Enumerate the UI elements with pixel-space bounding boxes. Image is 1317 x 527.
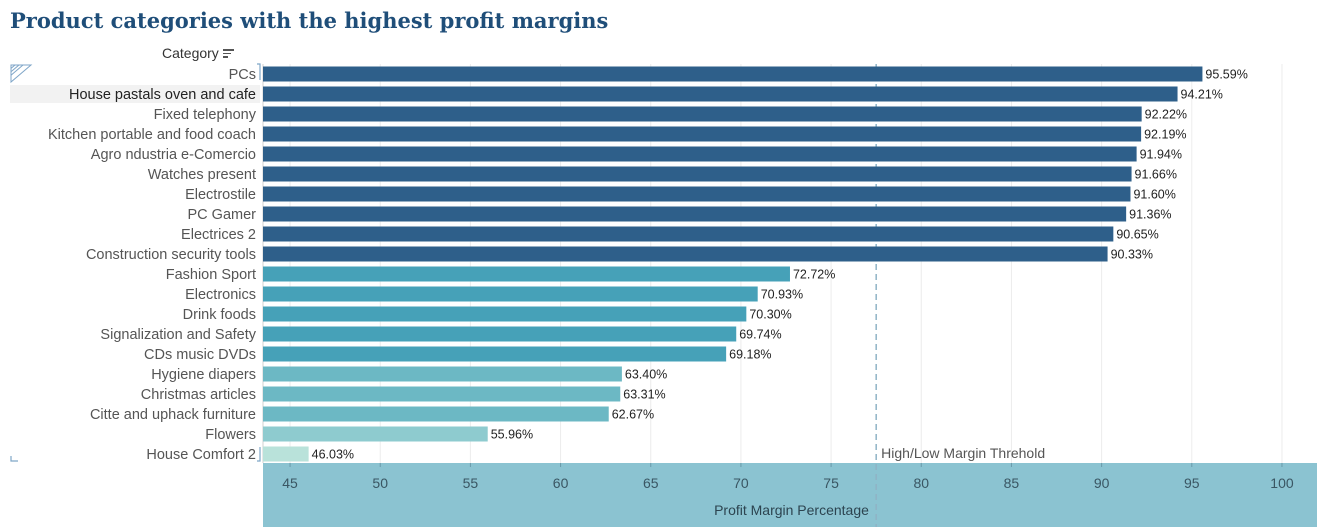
category-label[interactable]: Electronics	[185, 287, 256, 303]
value-label: 63.40%	[625, 368, 667, 382]
category-label[interactable]: PC Gamer	[188, 207, 257, 223]
value-label: 92.19%	[1144, 128, 1186, 142]
bar[interactable]	[263, 266, 790, 282]
category-label[interactable]: Christmas articles	[141, 387, 256, 403]
corner-top-right-icon	[257, 63, 261, 80]
category-label[interactable]: Signalization and Safety	[100, 327, 256, 343]
category-label[interactable]: Electrices 2	[181, 227, 256, 243]
x-tick-label: 50	[372, 475, 388, 491]
category-label[interactable]: Fashion Sport	[166, 267, 256, 283]
category-label[interactable]: Electrostile	[185, 187, 256, 203]
value-label: 72.72%	[793, 268, 835, 282]
sort-descending-icon[interactable]	[222, 48, 234, 58]
x-tick-label: 85	[1004, 475, 1020, 491]
value-label: 63.31%	[623, 388, 665, 402]
corner-bottom-left-icon	[10, 456, 18, 462]
bar[interactable]	[263, 286, 758, 302]
bar[interactable]	[263, 366, 622, 382]
value-label: 55.96%	[491, 428, 533, 442]
corner-bottom-right-icon	[257, 447, 261, 462]
category-labels: PCs House pastals oven and cafe Fixed tele…	[10, 67, 260, 463]
grid-lines	[262, 64, 1283, 463]
bar[interactable]	[263, 66, 1203, 82]
bar[interactable]	[263, 306, 747, 322]
value-label: 46.03%	[312, 448, 354, 462]
selection-corner-icon	[10, 64, 33, 84]
value-label: 91.36%	[1129, 208, 1171, 222]
bar[interactable]	[263, 326, 737, 342]
selection-decor	[10, 63, 261, 462]
value-label: 91.60%	[1133, 188, 1175, 202]
category-label[interactable]: Drink foods	[183, 307, 256, 323]
category-label[interactable]: Fixed telephony	[154, 107, 257, 123]
value-label: 94.21%	[1181, 88, 1223, 102]
bar[interactable]	[263, 406, 609, 422]
value-label: 91.66%	[1135, 168, 1177, 182]
category-label[interactable]: Citte and uphack furniture	[90, 407, 256, 423]
x-tick-label: 60	[553, 475, 569, 491]
x-tick-label: 95	[1184, 475, 1200, 491]
category-label[interactable]: Kitchen portable and food coach	[48, 127, 256, 143]
x-tick-label: 70	[733, 475, 749, 491]
value-label: 92.22%	[1145, 108, 1187, 122]
x-tick-label: 65	[643, 475, 659, 491]
bars: 95.59% 94.21% 92.22% 92.19% 91.94% 91.66% 91.6…	[263, 66, 1248, 462]
x-tick-label: 100	[1270, 475, 1294, 491]
bar[interactable]	[263, 86, 1178, 102]
value-label: 70.30%	[749, 308, 791, 322]
category-label[interactable]: PCs	[229, 67, 256, 83]
category-header-label: Category	[162, 45, 219, 61]
reference-line-group: High/Low Margin Threhold	[875, 64, 1045, 527]
category-label[interactable]: Agro ndustria e-Comercio	[91, 147, 256, 163]
bar[interactable]	[263, 146, 1137, 162]
value-label: 95.59%	[1205, 68, 1247, 82]
category-label[interactable]: CDs music DVDs	[144, 347, 256, 363]
x-axis-title: Profit Margin Percentage	[714, 502, 869, 518]
value-label: 62.67%	[612, 408, 654, 422]
value-label: 69.74%	[739, 328, 781, 342]
chart-title: Product categories with the highest prof…	[10, 8, 609, 33]
x-tick-label: 45	[282, 475, 298, 491]
bar[interactable]	[263, 186, 1131, 202]
bar[interactable]	[263, 206, 1127, 222]
value-label: 90.65%	[1116, 228, 1158, 242]
category-label[interactable]: Flowers	[205, 427, 256, 443]
x-tick-label: 75	[823, 475, 839, 491]
bar[interactable]	[263, 446, 309, 462]
row-highlight	[10, 85, 260, 103]
x-tick-label: 55	[463, 475, 479, 491]
category-label[interactable]: Watches present	[148, 167, 256, 183]
bar[interactable]	[263, 346, 727, 362]
category-label[interactable]: House pastals oven and cafe	[69, 87, 256, 103]
category-header[interactable]: Category	[162, 45, 234, 61]
bar[interactable]	[263, 126, 1142, 142]
x-tick-label: 80	[913, 475, 929, 491]
value-label: 91.94%	[1140, 148, 1182, 162]
x-tick-label: 90	[1094, 475, 1110, 491]
category-label[interactable]: House Comfort 2	[146, 447, 256, 463]
reference-line-label: High/Low Margin Threhold	[881, 445, 1045, 461]
value-label: 70.93%	[761, 288, 803, 302]
x-axis-band: 45 50 55 60 65 70 75 80 85 90 95 100 Profit Margin P…	[263, 463, 1317, 527]
bar[interactable]	[263, 386, 621, 402]
x-axis-band-bg	[263, 463, 1317, 527]
value-label: 69.18%	[729, 348, 771, 362]
category-label[interactable]: Construction security tools	[86, 247, 256, 263]
bar[interactable]	[263, 246, 1108, 262]
bar[interactable]	[263, 106, 1142, 122]
bar[interactable]	[263, 226, 1114, 242]
bar[interactable]	[263, 426, 488, 442]
bar[interactable]	[263, 166, 1132, 182]
value-label: 90.33%	[1111, 248, 1153, 262]
category-label[interactable]: Hygiene diapers	[151, 367, 256, 383]
